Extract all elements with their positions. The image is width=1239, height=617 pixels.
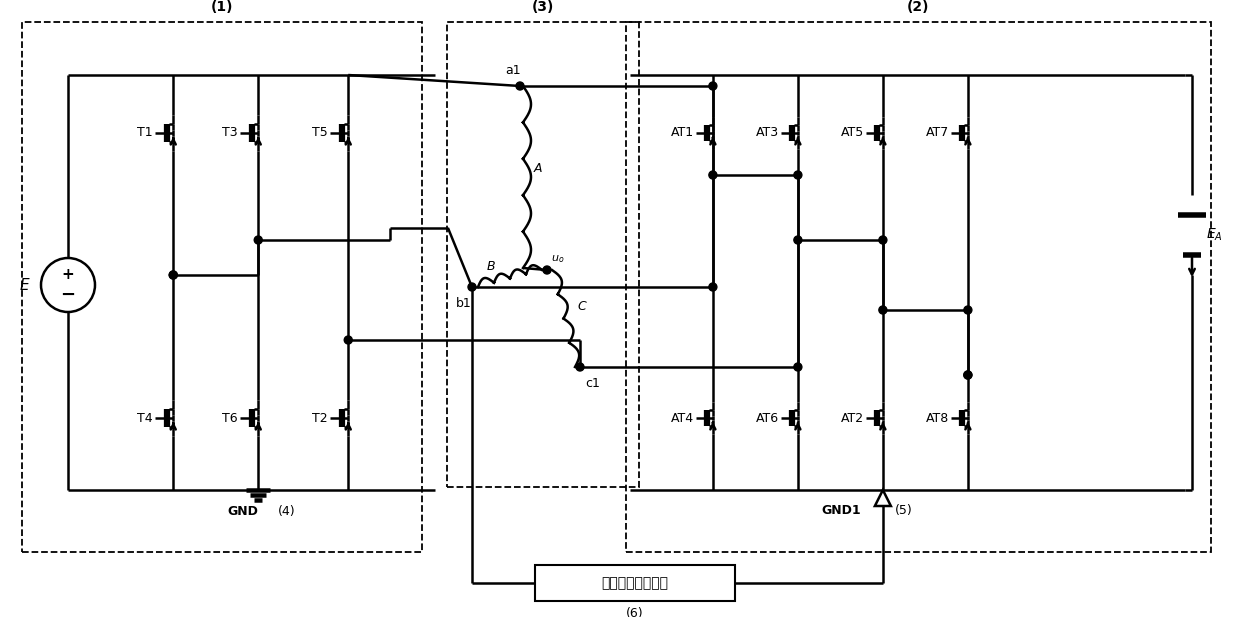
Bar bbox=[535, 565, 735, 601]
Circle shape bbox=[709, 283, 717, 291]
Text: AT5: AT5 bbox=[841, 126, 865, 139]
Circle shape bbox=[576, 363, 584, 371]
Text: AT6: AT6 bbox=[756, 412, 779, 424]
Text: (4): (4) bbox=[279, 505, 296, 518]
Polygon shape bbox=[875, 490, 891, 506]
Circle shape bbox=[794, 363, 802, 371]
Text: +: + bbox=[62, 267, 74, 282]
Text: AT7: AT7 bbox=[926, 126, 949, 139]
Text: GND: GND bbox=[228, 505, 259, 518]
Text: T1: T1 bbox=[138, 126, 152, 139]
Circle shape bbox=[254, 236, 263, 244]
Text: (2): (2) bbox=[907, 0, 929, 14]
Text: AT4: AT4 bbox=[672, 412, 694, 424]
Text: T4: T4 bbox=[138, 412, 152, 424]
Text: $E_A$: $E_A$ bbox=[1206, 227, 1223, 243]
Circle shape bbox=[170, 271, 177, 279]
Text: GND1: GND1 bbox=[821, 504, 861, 517]
Circle shape bbox=[709, 171, 717, 179]
Circle shape bbox=[878, 236, 887, 244]
Text: T2: T2 bbox=[312, 412, 327, 424]
Text: T5: T5 bbox=[312, 126, 327, 139]
Text: AT2: AT2 bbox=[841, 412, 865, 424]
Text: AT1: AT1 bbox=[672, 126, 694, 139]
Text: B: B bbox=[487, 260, 496, 273]
Circle shape bbox=[964, 371, 971, 379]
Bar bbox=[447, 22, 639, 487]
Text: A: A bbox=[534, 162, 543, 175]
Text: −: − bbox=[61, 286, 76, 304]
Circle shape bbox=[964, 371, 971, 379]
Text: T3: T3 bbox=[222, 126, 238, 139]
Circle shape bbox=[709, 82, 717, 90]
Bar bbox=[626, 22, 1211, 552]
Circle shape bbox=[964, 306, 971, 314]
Text: AT3: AT3 bbox=[756, 126, 779, 139]
Circle shape bbox=[515, 82, 524, 90]
Circle shape bbox=[794, 171, 802, 179]
Text: (5): (5) bbox=[895, 504, 913, 517]
Text: (6): (6) bbox=[626, 607, 644, 617]
Text: (1): (1) bbox=[211, 0, 233, 14]
Text: AT8: AT8 bbox=[926, 412, 949, 424]
Text: C: C bbox=[577, 299, 586, 312]
Circle shape bbox=[344, 336, 352, 344]
Text: a1: a1 bbox=[506, 64, 520, 77]
Bar bbox=[22, 22, 422, 552]
Circle shape bbox=[878, 306, 887, 314]
Text: 中心电压检测模块: 中心电压检测模块 bbox=[601, 576, 669, 590]
Text: T6: T6 bbox=[222, 412, 238, 424]
Circle shape bbox=[468, 283, 476, 291]
Text: (3): (3) bbox=[532, 0, 554, 14]
Circle shape bbox=[170, 271, 177, 279]
Text: $u_o$: $u_o$ bbox=[551, 253, 565, 265]
Circle shape bbox=[41, 258, 95, 312]
Circle shape bbox=[794, 236, 802, 244]
Text: c1: c1 bbox=[585, 377, 600, 390]
Text: b1: b1 bbox=[456, 297, 472, 310]
Text: E: E bbox=[19, 278, 28, 292]
Circle shape bbox=[543, 266, 551, 274]
